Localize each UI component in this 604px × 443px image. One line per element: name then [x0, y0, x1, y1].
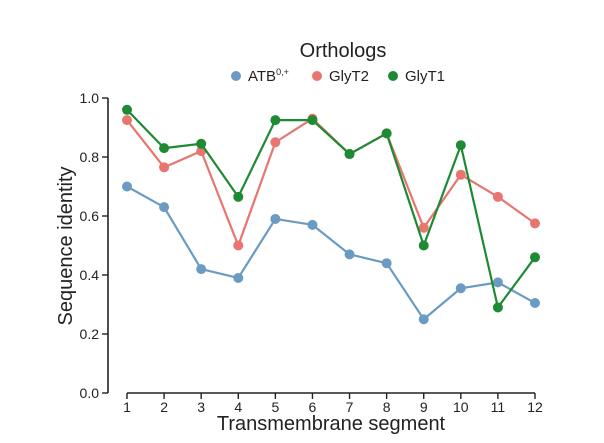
- series-line-atb: [125, 185, 537, 321]
- x-axis-title: Transmembrane segment: [217, 413, 446, 435]
- data-point-glyt1: [344, 149, 355, 160]
- x-tick-label: 11: [491, 399, 506, 415]
- data-point-atb: [196, 264, 207, 275]
- data-point-glyt1: [196, 138, 207, 149]
- legend-label-glyt2: GlyT2: [329, 68, 369, 85]
- y-ticks: 0.0 0.2 0.4 0.6 0.8 1.0: [80, 90, 108, 401]
- x-tick-label: 6: [309, 399, 317, 415]
- legend-marker-atb: [231, 71, 241, 81]
- legend-item-glyt1: GlyT1: [388, 68, 445, 85]
- data-point-atb: [344, 249, 355, 260]
- x-tick-label: 12: [527, 399, 543, 415]
- data-point-atb: [418, 314, 429, 325]
- data-point-glyt1: [492, 302, 503, 313]
- x-tick-label: 3: [197, 399, 205, 415]
- x-tick-label: 8: [383, 399, 391, 415]
- legend-title: Orthologs: [300, 40, 387, 62]
- x-tick-label: 7: [346, 399, 354, 415]
- y-tick-label: 0.6: [80, 208, 100, 224]
- data-point-glyt2: [122, 115, 132, 126]
- data-point-glyt1: [307, 115, 318, 126]
- data-point-glyt2: [270, 137, 281, 148]
- data-point-glyt1: [418, 240, 429, 251]
- data-point-glyt1: [455, 140, 466, 151]
- series-glyt1: [122, 104, 540, 313]
- y-tick-label: 0.0: [80, 385, 100, 401]
- data-point-atb: [307, 219, 318, 230]
- data-point-atb: [233, 272, 244, 283]
- series-line-glyt1: [125, 108, 537, 309]
- y-axis-title: Sequence identity: [55, 166, 77, 325]
- x-tick-label: 5: [271, 399, 279, 415]
- y-tick-label: 0.4: [80, 267, 100, 283]
- legend: Orthologs ATB0,+ GlyT2 GlyT1: [231, 40, 445, 85]
- data-point-atb: [492, 277, 503, 288]
- legend-label-text: GlyT1: [405, 68, 445, 85]
- data-point-glyt2: [233, 240, 244, 251]
- x-tick-label: 4: [234, 399, 242, 415]
- legend-items: ATB0,+ GlyT2 GlyT1: [231, 67, 445, 85]
- legend-marker-glyt2: [312, 71, 322, 81]
- series-atb: [122, 181, 540, 325]
- y-tick-label: 0.2: [80, 326, 100, 342]
- legend-marker-glyt1: [388, 71, 398, 81]
- legend-item-atb: ATB0,+: [231, 67, 289, 85]
- data-point-glyt2: [492, 191, 503, 202]
- legend-label-atb: ATB0,+: [248, 67, 289, 85]
- plot-area: [122, 104, 540, 325]
- y-tick-label: 1.0: [80, 90, 100, 106]
- data-point-glyt1: [530, 252, 540, 263]
- data-point-atb: [122, 181, 132, 192]
- data-point-glyt2: [159, 162, 170, 173]
- data-point-atb: [530, 298, 540, 309]
- data-point-glyt1: [122, 104, 132, 115]
- data-point-atb: [159, 202, 170, 213]
- data-point-glyt1: [270, 115, 281, 126]
- y-tick-label: 0.8: [80, 149, 100, 165]
- data-point-glyt2: [418, 222, 429, 233]
- data-point-glyt1: [233, 191, 244, 202]
- data-point-glyt2: [455, 169, 466, 180]
- legend-label-superscript: 0,+: [276, 67, 289, 77]
- legend-item-glyt2: GlyT2: [312, 68, 369, 85]
- x-tick-label: 2: [160, 399, 168, 415]
- data-point-glyt2: [530, 218, 540, 229]
- legend-label-text: GlyT2: [329, 68, 369, 85]
- x-ticks: 1 2 3 4 5 6 7 8 9 10 11 12: [123, 393, 543, 415]
- axes: 0.00.20.40.60.81.0 1 2 3 4 5 6 7 8 9 10 11 12: [80, 90, 543, 415]
- data-point-glyt1: [381, 128, 392, 139]
- legend-label-glyt1: GlyT1: [405, 68, 445, 85]
- data-point-atb: [455, 283, 466, 294]
- legend-label-text: ATB: [248, 68, 276, 85]
- data-point-atb: [270, 213, 281, 224]
- data-point-glyt1: [159, 143, 170, 154]
- x-tick-label: 9: [420, 399, 428, 415]
- data-point-atb: [381, 258, 392, 269]
- x-tick-label: 10: [453, 399, 469, 415]
- x-tick-label: 1: [123, 399, 131, 415]
- series-glyt2: [122, 113, 540, 251]
